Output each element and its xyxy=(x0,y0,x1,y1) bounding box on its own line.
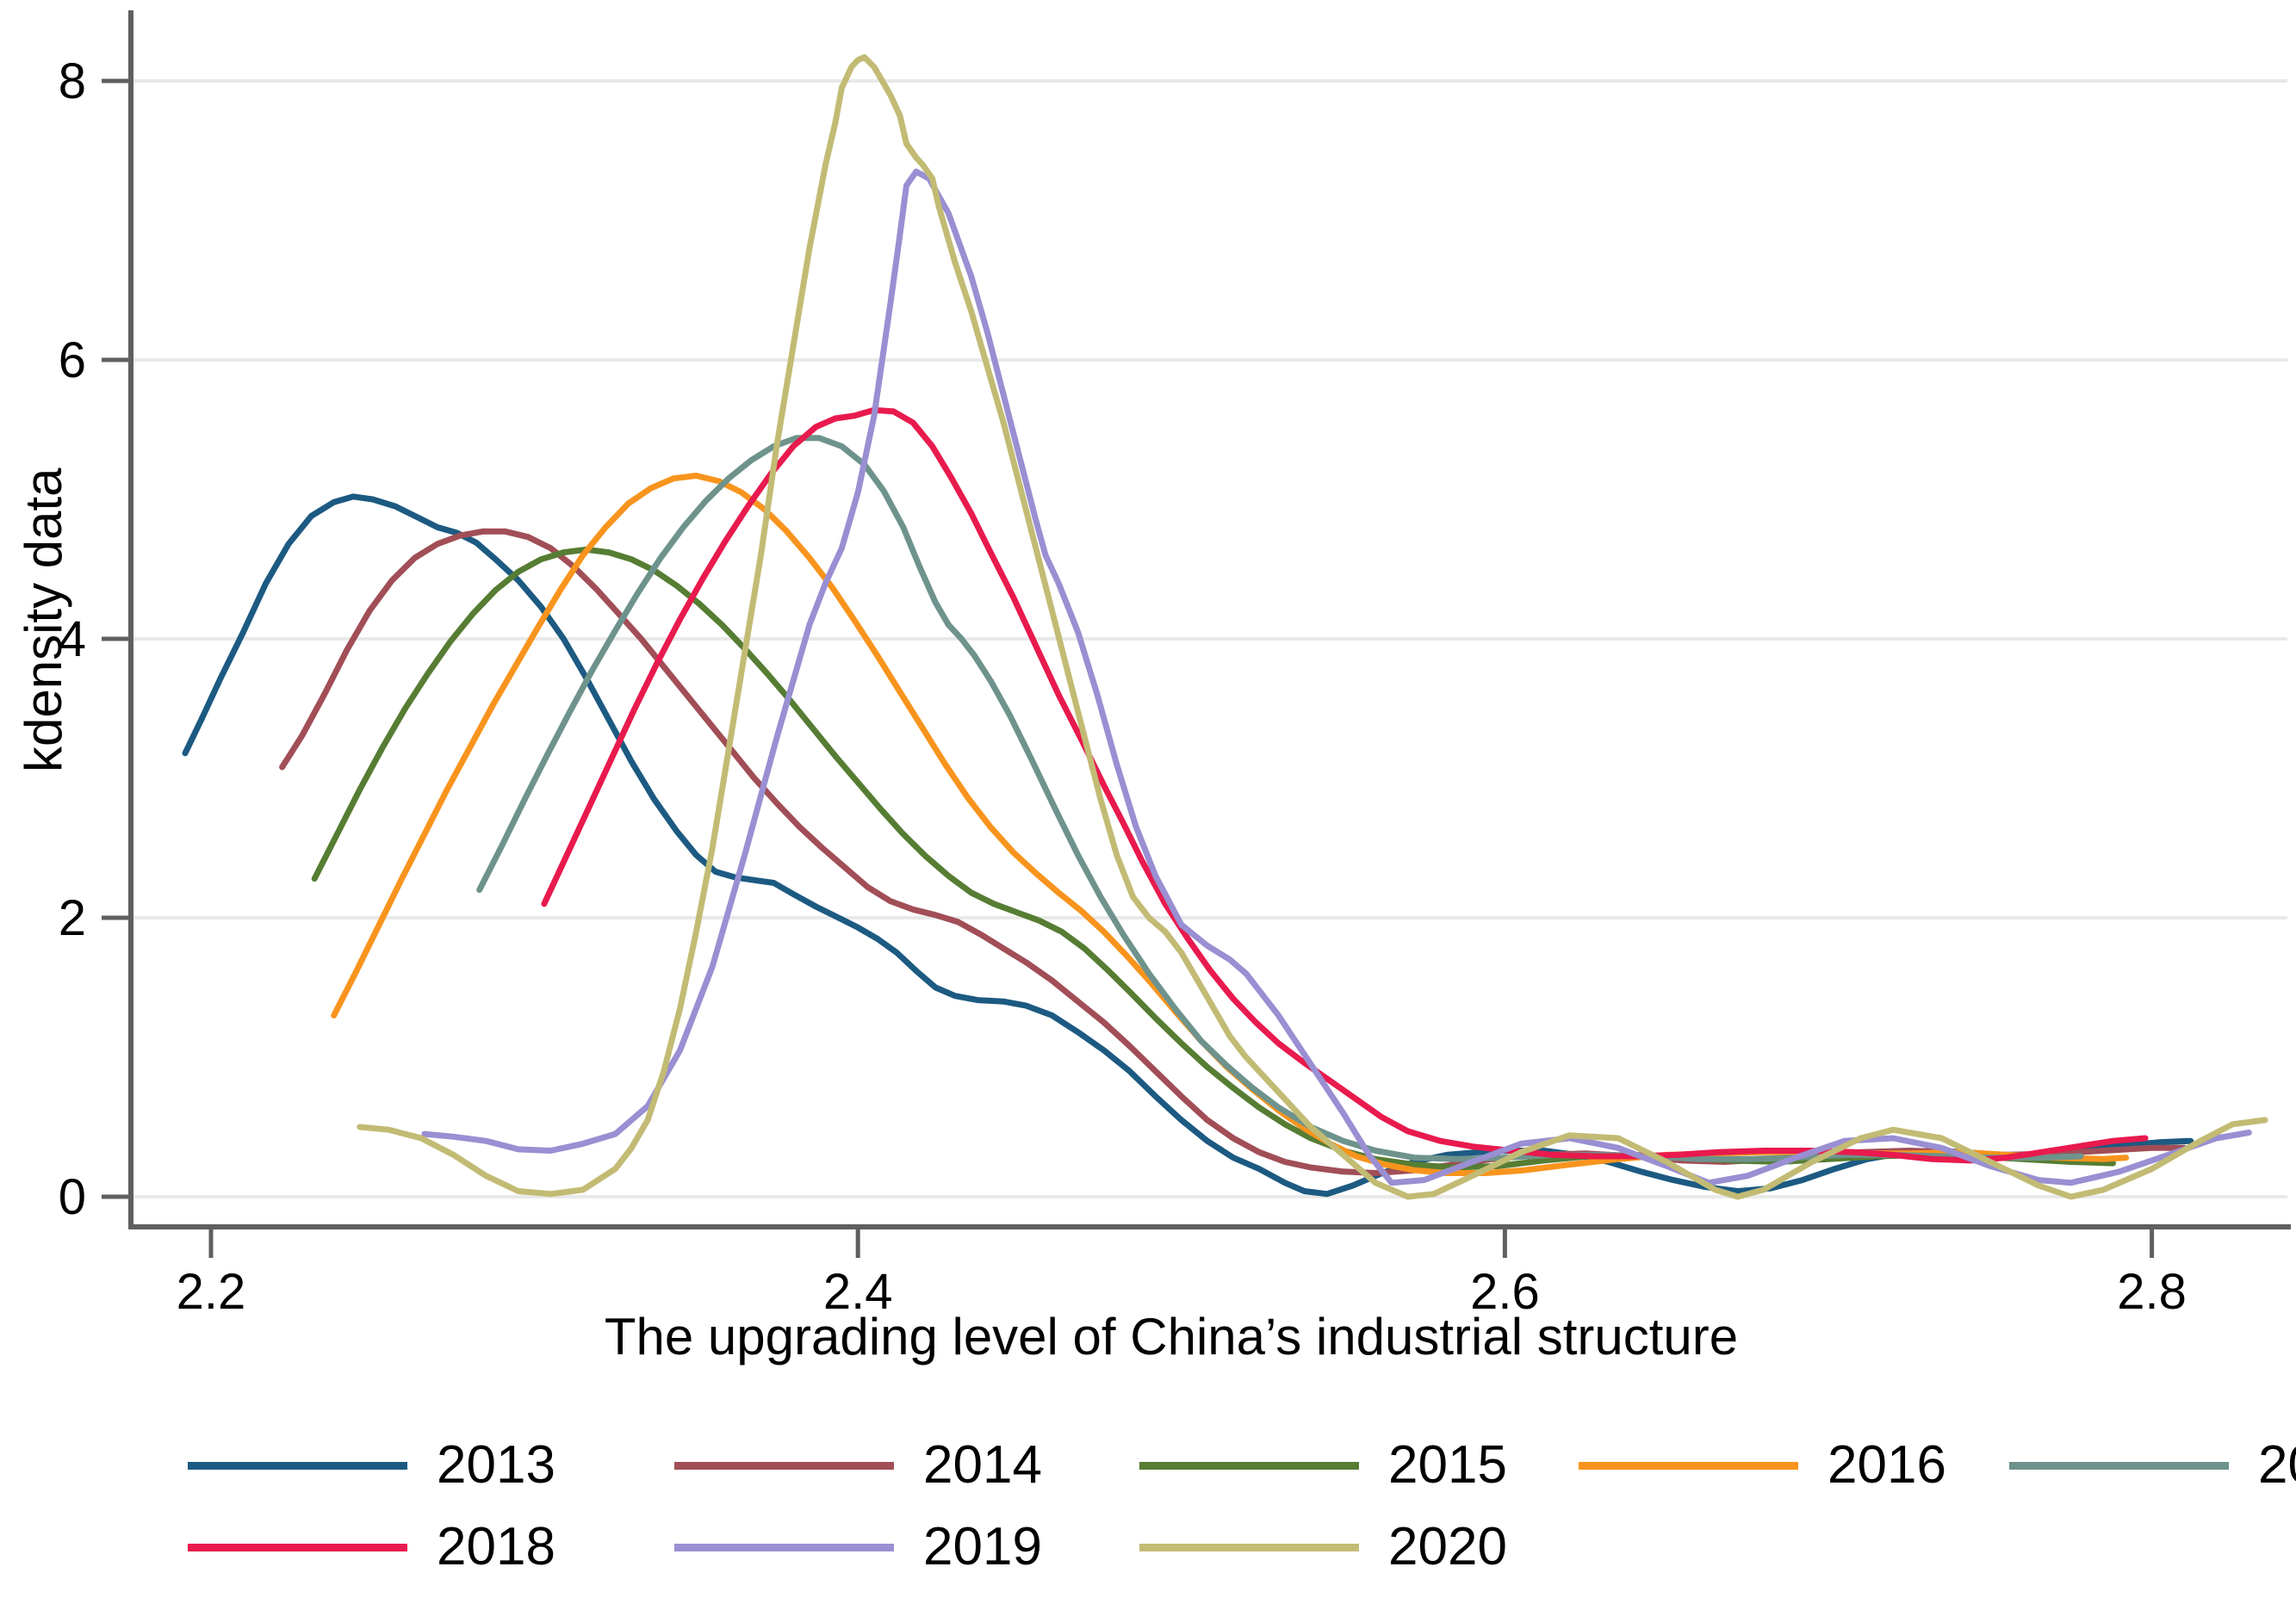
y-tick-label: 8 xyxy=(59,53,86,109)
legend-item-2014: 2014 xyxy=(674,1437,1042,1494)
x-tick-label: 2.6 xyxy=(1470,1264,1540,1320)
x-tick-label: 2.8 xyxy=(2117,1264,2187,1320)
legend-line-swatch xyxy=(1139,1543,1359,1551)
legend-item-2017: 2017 xyxy=(2009,1437,2296,1494)
y-tick-label: 4 xyxy=(59,611,86,667)
legend-item-2013: 2013 xyxy=(188,1437,555,1494)
legend-label: 2014 xyxy=(923,1435,1042,1495)
legend-item-2020: 2020 xyxy=(1139,1519,1507,1576)
plot-area: 0 2 4 6 8 2.2 2.4 2.6 2.8 xyxy=(59,10,2291,1320)
legend-line-swatch xyxy=(2009,1461,2229,1470)
density-curve-2019 xyxy=(421,168,2252,1186)
legend-label: 2017 xyxy=(2258,1435,2296,1495)
legend-label: 2018 xyxy=(437,1517,555,1576)
legend-line-swatch xyxy=(674,1461,894,1470)
legend-item-2016: 2016 xyxy=(1579,1437,1946,1494)
x-tick-label: 2.2 xyxy=(177,1264,246,1320)
legend-label: 2020 xyxy=(1388,1517,1507,1576)
legend-item-2018: 2018 xyxy=(188,1519,555,1576)
legend-line-swatch xyxy=(1139,1461,1359,1470)
y-tick-label: 0 xyxy=(59,1169,86,1225)
y-tick-label: 6 xyxy=(59,332,86,388)
legend-line-swatch xyxy=(674,1543,894,1551)
legend-line-swatch xyxy=(188,1543,407,1551)
x-axis-title: The upgrading level of China’s industria… xyxy=(604,1308,1739,1365)
density-curve-2018 xyxy=(541,406,2149,1164)
density-curve-2015 xyxy=(311,546,2116,1171)
legend-line-swatch xyxy=(188,1461,407,1470)
legend-line-swatch xyxy=(1579,1461,1798,1470)
x-tick-label: 2.4 xyxy=(823,1264,893,1320)
density-curve-2020 xyxy=(357,54,2268,1200)
legend-label: 2013 xyxy=(437,1435,555,1495)
legend-label: 2019 xyxy=(923,1517,1042,1576)
legend-label: 2016 xyxy=(1827,1435,1946,1495)
y-tick-label: 2 xyxy=(59,890,86,946)
legend-item-2015: 2015 xyxy=(1139,1437,1507,1494)
legend-item-2019: 2019 xyxy=(674,1519,1042,1576)
legend-label: 2015 xyxy=(1388,1435,1507,1495)
y-axis-title: kdensity data xyxy=(15,468,72,772)
